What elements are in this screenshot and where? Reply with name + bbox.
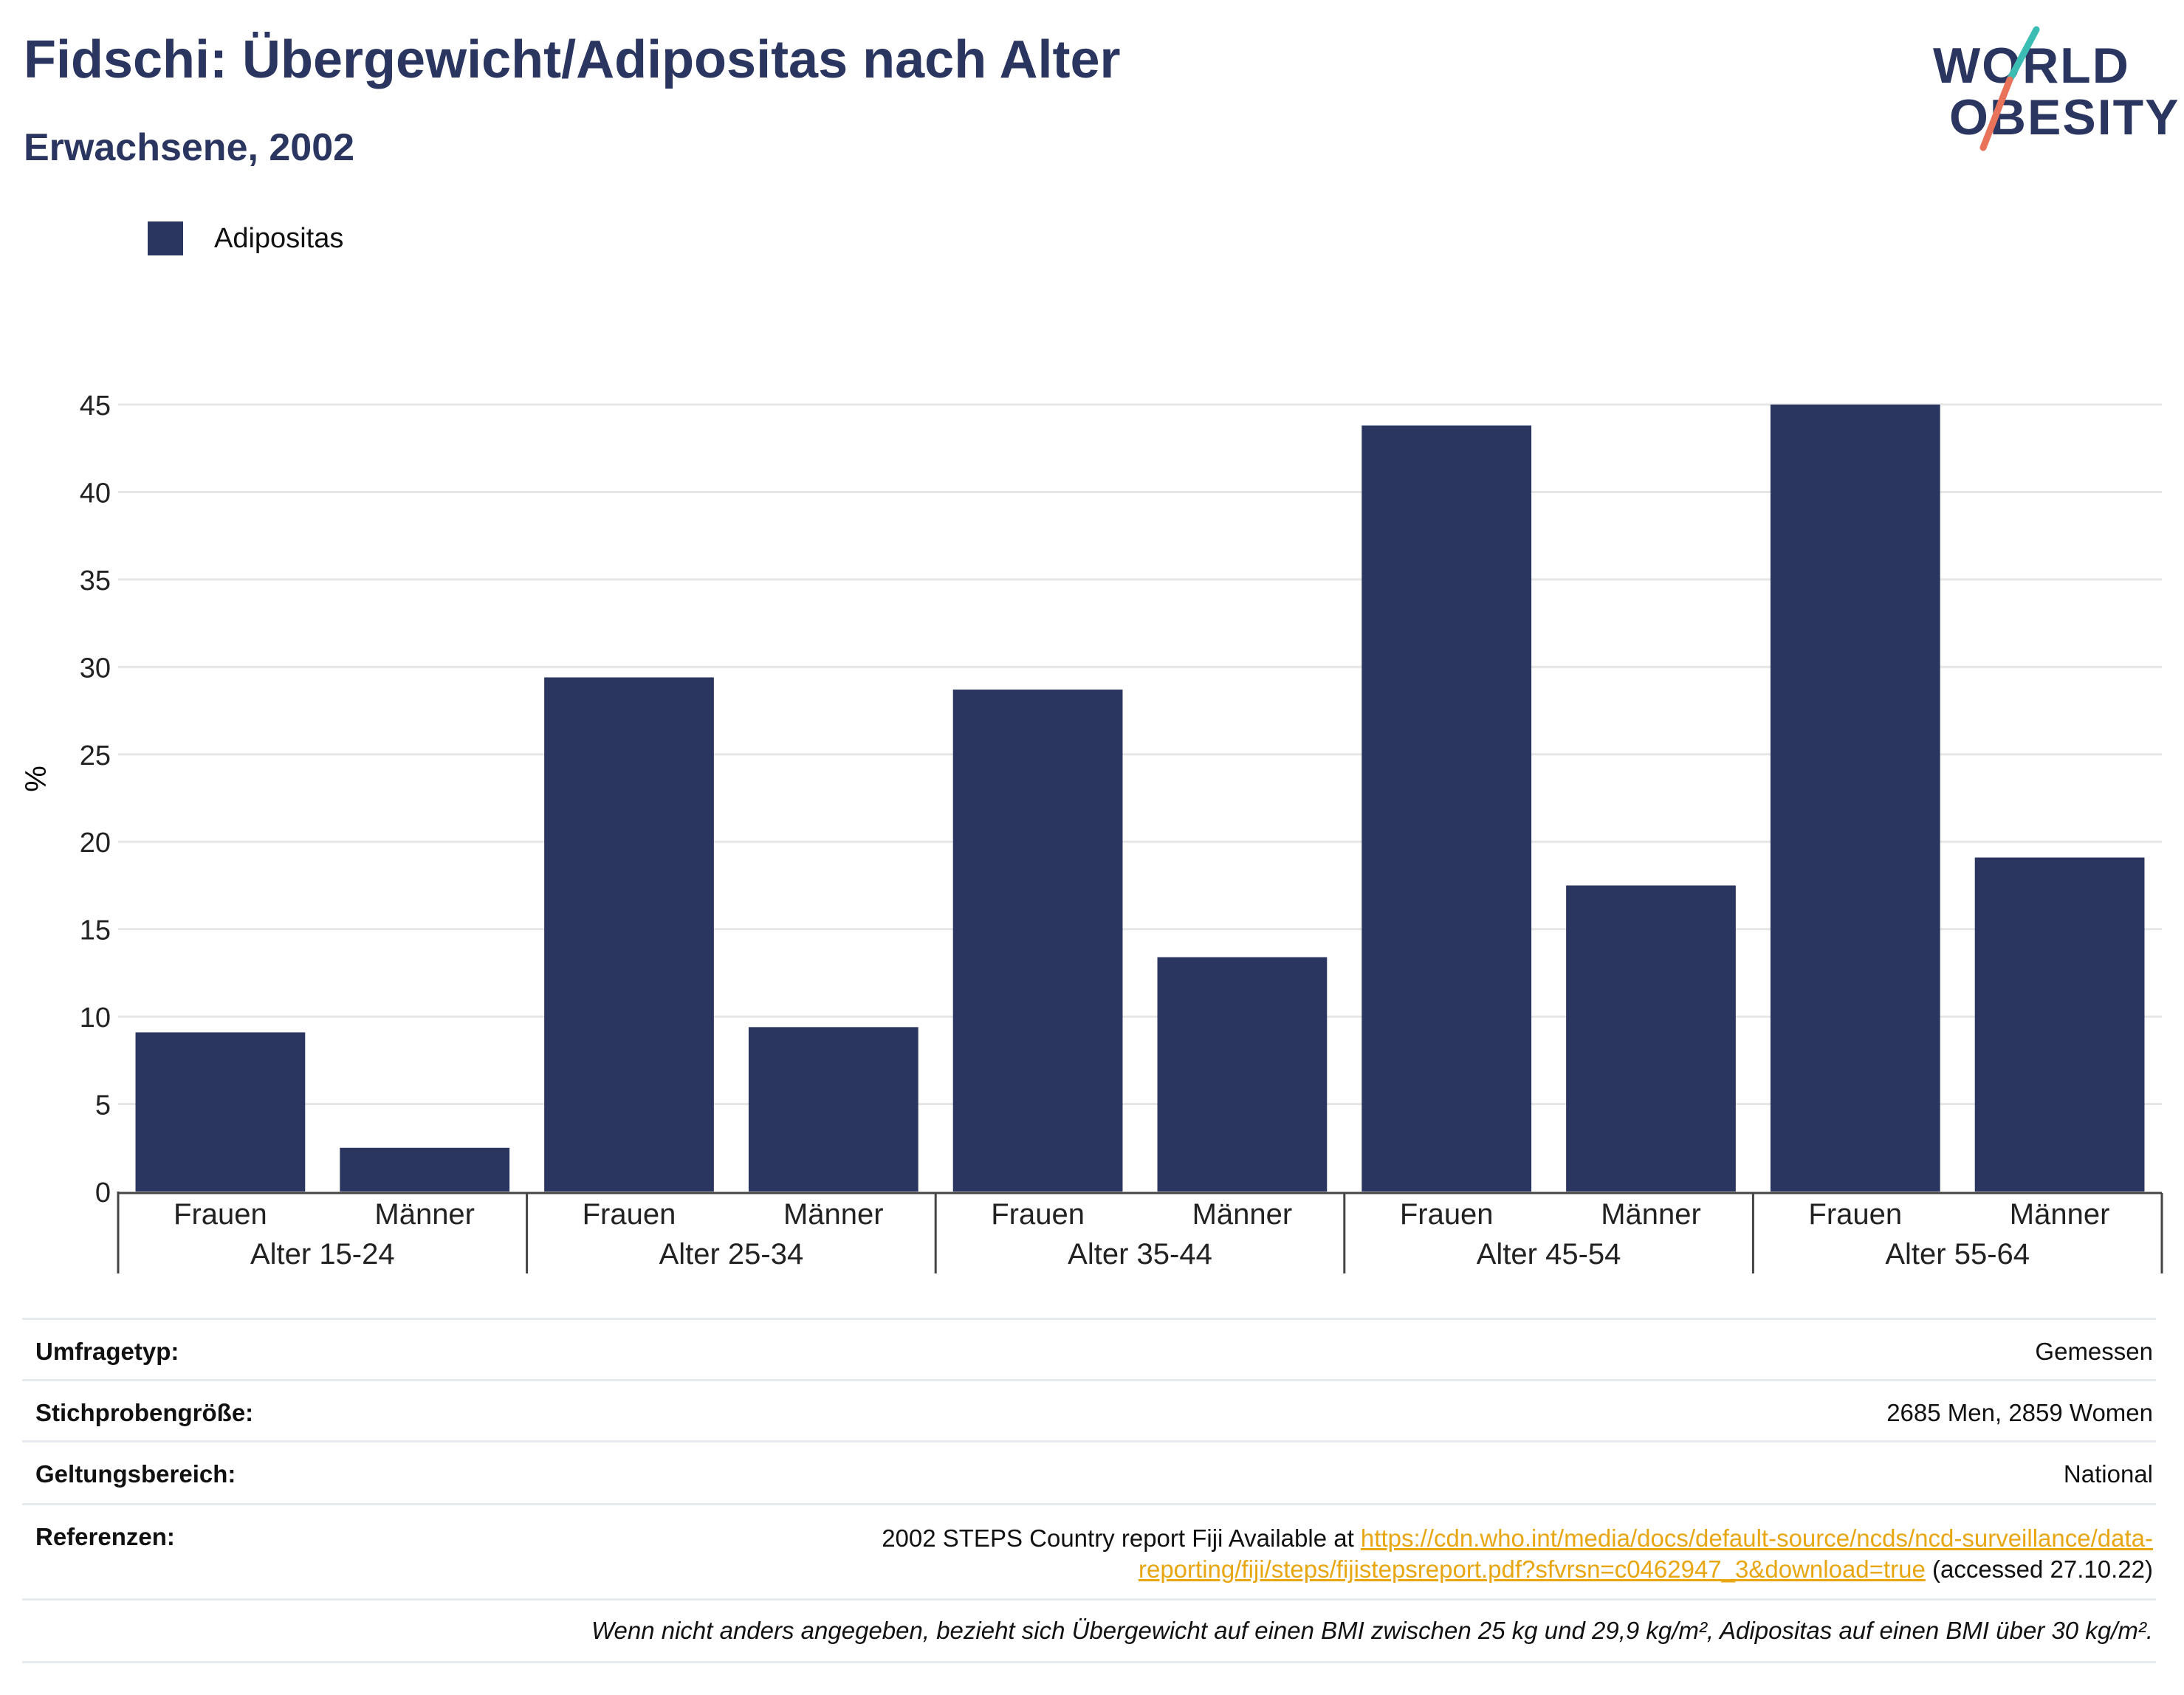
row-scope: Geltungsbereich: National: [22, 1440, 2156, 1503]
row-note: Wenn nicht anders angegeben, bezieht sic…: [22, 1598, 2156, 1663]
survey-type-label: Umfragetyp:: [35, 1338, 179, 1365]
x-tick-label: Frauen: [991, 1198, 1085, 1231]
group-label: Alter 45-54: [1477, 1238, 1621, 1271]
group-label: Alter 55-64: [1885, 1238, 2030, 1271]
references-link-line-2[interactable]: reporting/fiji/steps/fijistepsreport.pdf…: [1138, 1555, 1926, 1583]
chart-subtitle: Erwachsene, 2002: [24, 126, 355, 169]
y-tick-label: 30: [80, 653, 111, 684]
references-value: 2002 STEPS Country report Fiji Available…: [882, 1523, 2153, 1585]
bar: [952, 690, 1123, 1192]
chart-title: Fidschi: Übergewicht/Adipositas nach Alt…: [24, 30, 1121, 89]
sample-size-value: 2685 Men, 2859 Women: [1886, 1399, 2153, 1426]
references-text: 2002 STEPS Country report Fiji Available…: [882, 1524, 1361, 1552]
y-tick-label: 10: [80, 1003, 111, 1034]
x-tick-label: Frauen: [583, 1198, 676, 1231]
legend-label-adipositas: Adipositas: [214, 223, 344, 254]
x-tick-label: Frauen: [174, 1198, 267, 1231]
scope-label: Geltungsbereich:: [35, 1460, 236, 1488]
bar: [544, 677, 714, 1192]
y-tick-label: 5: [95, 1090, 111, 1121]
row-sample-size: Stichprobengröße: 2685 Men, 2859 Women: [22, 1379, 2156, 1440]
scope-value: National: [2063, 1460, 2153, 1488]
row-references: Referenzen: 2002 STEPS Country report Fi…: [22, 1503, 2156, 1598]
logo-slash-icon: [1979, 26, 2040, 151]
bar: [1566, 885, 1736, 1192]
bar: [340, 1147, 510, 1192]
bar-chart: 0 5 10 15 20 25 30 35 40 45 Frauen Männer Frauen Männ…: [20, 391, 2163, 1273]
x-tick-label: Männer: [2010, 1198, 2110, 1231]
world-obesity-logo: WORLD OBESITY: [1927, 22, 2179, 155]
references-label: Referenzen:: [35, 1523, 175, 1550]
x-tick-label: Frauen: [1808, 1198, 1902, 1231]
group-label: Alter 35-44: [1068, 1238, 1212, 1271]
y-tick-label: 35: [80, 565, 111, 596]
y-tick-label: 15: [80, 915, 111, 946]
bar: [748, 1027, 918, 1192]
logo-slash-teal: [2006, 26, 2040, 83]
bar: [1770, 405, 1940, 1192]
bar: [1361, 425, 1532, 1192]
sample-size-label: Stichprobengröße:: [35, 1399, 254, 1426]
references-accessed: (accessed 27.10.22): [1925, 1555, 2153, 1583]
bar: [1157, 957, 1328, 1192]
info-table: Umfragetyp: Gemessen Stichprobengröße: 2…: [22, 1318, 2156, 1663]
x-tick-label: Männer: [783, 1198, 884, 1231]
y-tick-label: 20: [80, 828, 111, 859]
logo-slash-coral: [1979, 76, 2013, 151]
group-label: Alter 15-24: [250, 1238, 395, 1271]
references-link-line-1[interactable]: https://cdn.who.int/media/docs/default-s…: [1360, 1524, 2153, 1552]
bars: [135, 405, 2145, 1192]
y-tick-label: 0: [95, 1177, 111, 1208]
y-tick-label: 45: [80, 391, 111, 422]
survey-type-value: Gemessen: [2035, 1338, 2153, 1365]
y-axis-label: %: [20, 766, 52, 792]
x-tick-label: Männer: [1192, 1198, 1293, 1231]
y-tick-label: 25: [80, 740, 111, 771]
row-survey-type: Umfragetyp: Gemessen: [22, 1318, 2156, 1379]
bmi-note: Wenn nicht anders angegeben, bezieht sic…: [591, 1617, 2153, 1644]
bar: [135, 1032, 306, 1192]
axes: 0 5 10 15 20 25 30 35 40 45 Frauen Männer Frauen Männ…: [80, 391, 2163, 1273]
x-tick-label: Männer: [1601, 1198, 1701, 1231]
y-tick-label: 40: [80, 478, 111, 509]
x-tick-label: Männer: [374, 1198, 475, 1231]
group-label: Alter 25-34: [659, 1238, 804, 1271]
bar: [1974, 857, 2145, 1192]
x-tick-label: Frauen: [1400, 1198, 1494, 1231]
legend-swatch-adipositas: [148, 221, 183, 255]
